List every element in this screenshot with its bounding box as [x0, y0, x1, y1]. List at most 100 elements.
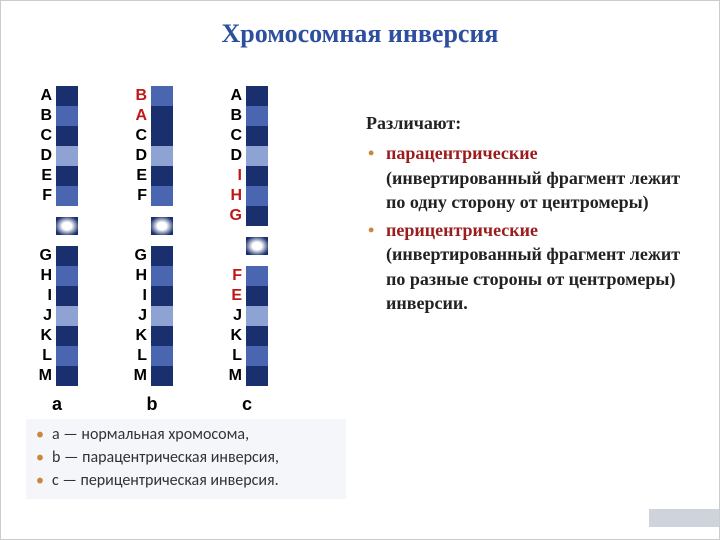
chromosome-band — [56, 306, 78, 326]
band-label: G — [226, 207, 246, 225]
centromere-icon — [56, 217, 78, 235]
chromosome-band — [56, 186, 78, 206]
band-label: E — [226, 287, 246, 305]
band-label: C — [226, 127, 246, 145]
chromosome-diagram: ABCDEFGHIJKLMaBACDEFGHIJKLMbABCDIHGFEJKL… — [36, 86, 336, 416]
chromosome-band — [56, 266, 78, 286]
band-label: B — [36, 107, 56, 125]
band-label: G — [36, 247, 56, 265]
band-label: K — [36, 327, 56, 345]
chromosome-band — [151, 366, 173, 386]
band-label: L — [36, 347, 56, 365]
chromosome-band — [246, 146, 268, 166]
band-label: K — [226, 327, 246, 345]
legend-item: b — парацентрическая инверсия, — [34, 448, 338, 469]
chromosome-band — [151, 346, 173, 366]
chromosome-c: ABCDIHG FEJKLMc — [226, 86, 268, 415]
chromosome-band — [151, 186, 173, 206]
chromosome-band — [56, 246, 78, 266]
term-description: (инвертированный фрагмент лежит по разны… — [386, 244, 680, 313]
chromosome-band — [56, 326, 78, 346]
chromosome-b: BACDEF GHIJKLMb — [131, 86, 173, 415]
description-item: перицентрические (инвертированный фрагме… — [366, 218, 696, 315]
band-label: M — [226, 367, 246, 385]
description-heading: Различают: — [366, 111, 696, 135]
band-label: G — [131, 247, 151, 265]
chromosome-band — [151, 106, 173, 126]
chromosome-band — [246, 166, 268, 186]
chromosome-band — [246, 286, 268, 306]
legend-block: а — нормальная хромосома,b — парацентрич… — [26, 419, 346, 499]
chromosome-band — [246, 186, 268, 206]
chromosome-band — [246, 86, 268, 106]
band-label: D — [36, 147, 56, 165]
band-label: I — [131, 287, 151, 305]
band-label: A — [36, 87, 56, 105]
chromosome-band — [56, 126, 78, 146]
term-highlight: парацентрические — [386, 143, 538, 163]
chromosome-band — [151, 246, 173, 266]
chromosome-band — [56, 86, 78, 106]
chromosome-band — [56, 146, 78, 166]
chromosome-band — [56, 366, 78, 386]
band-label: K — [131, 327, 151, 345]
band-label: I — [36, 287, 56, 305]
legend-item: с — перицентрическая инверсия. — [34, 471, 338, 492]
chromosome-band — [151, 166, 173, 186]
band-label: B — [131, 87, 151, 105]
chromosome-caption: c — [242, 394, 252, 415]
chromosome-band — [246, 306, 268, 326]
footer-decoration — [649, 509, 719, 527]
chromosome-band — [151, 126, 173, 146]
legend-list: а — нормальная хромосома,b — парацентрич… — [34, 425, 338, 491]
chromosome-band — [246, 106, 268, 126]
band-label: F — [226, 267, 246, 285]
chromosome-band — [56, 166, 78, 186]
centromere-icon — [151, 217, 173, 235]
band-label: J — [36, 307, 56, 325]
chromosome-band — [151, 326, 173, 346]
chromosome-band — [56, 106, 78, 126]
band-label: E — [36, 167, 56, 185]
band-label: E — [131, 167, 151, 185]
band-label: H — [131, 267, 151, 285]
band-label: J — [131, 307, 151, 325]
description-block: Различают: парацентрические (инвертирова… — [366, 111, 696, 319]
term-description: (инвертированный фрагмент лежит по одну … — [386, 168, 680, 212]
description-list: парацентрические (инвертированный фрагме… — [366, 141, 696, 315]
band-label: F — [36, 187, 56, 205]
band-label: A — [131, 107, 151, 125]
chromosome-band — [246, 366, 268, 386]
centromere-icon — [246, 237, 268, 255]
band-label: J — [226, 307, 246, 325]
band-label: M — [131, 367, 151, 385]
page-title: Хромосомная инверсия — [1, 1, 719, 59]
legend-item: а — нормальная хромосома, — [34, 425, 338, 446]
chromosome-band — [151, 306, 173, 326]
band-label: D — [226, 147, 246, 165]
band-label: H — [36, 267, 56, 285]
band-label: I — [226, 167, 246, 185]
band-label: D — [131, 147, 151, 165]
chromosome-a: ABCDEFGHIJKLMa — [36, 86, 78, 415]
chromosome-caption: b — [147, 394, 158, 415]
chromosome-band — [246, 266, 268, 286]
chromosome-band — [56, 346, 78, 366]
band-label: L — [226, 347, 246, 365]
chromosome-band — [151, 146, 173, 166]
chromosome-band — [151, 86, 173, 106]
band-label: A — [226, 87, 246, 105]
chromosome-band — [56, 286, 78, 306]
band-label: C — [36, 127, 56, 145]
term-highlight: перицентрические — [386, 220, 538, 240]
chromosome-band — [246, 126, 268, 146]
band-label: F — [131, 187, 151, 205]
band-label: L — [131, 347, 151, 365]
band-label: H — [226, 187, 246, 205]
chromosome-band — [151, 266, 173, 286]
band-label: C — [131, 127, 151, 145]
band-label: B — [226, 107, 246, 125]
chromosome-band — [246, 326, 268, 346]
chromosome-band — [246, 206, 268, 226]
chromosome-caption: a — [52, 394, 62, 415]
